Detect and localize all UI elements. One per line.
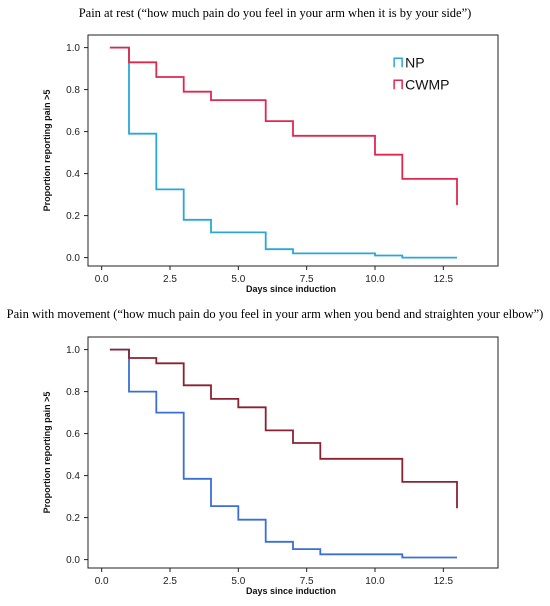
series-line-1	[109, 348, 457, 559]
x-tick-label: 12.5	[434, 576, 454, 587]
chart-2-pain-with-movement: 0.0 2.5 5.0 7.5 10.0 12.5 0.0 0.2 0.4 0.6 0.8 1.0 Da…	[42, 336, 499, 596]
plot-frame	[87, 34, 499, 267]
legend-swatch-np	[393, 57, 403, 68]
x-tick-label: 2.5	[163, 576, 177, 587]
y-tick-label: 0.0	[66, 555, 80, 566]
y-tick-label: 0.2	[66, 211, 80, 222]
x-tick-label: 10.0	[365, 576, 385, 587]
x-tick-label: 5.0	[231, 274, 245, 285]
x-tick-label: 2.5	[163, 274, 177, 285]
chart-1-caption: Pain at rest (“how much pain do you feel…	[78, 6, 472, 20]
series-line-2	[109, 348, 458, 509]
x-tick-label: 7.5	[300, 274, 314, 285]
y-tick-label: 0.8	[66, 85, 80, 96]
y-tick-label: 0.6	[66, 429, 80, 440]
series-line-cwmp	[109, 46, 458, 206]
y-tick-label: 0.8	[66, 387, 80, 398]
plot-frame	[87, 336, 499, 569]
chart-1-pain-at-rest: 0.0 2.5 5.0 7.5 10.0 12.5 0.0 0.2 0.4 0.6 0.8 1.0 Da…	[42, 34, 499, 294]
y-tick-label: 1.0	[66, 345, 80, 356]
legend-swatch-cwmp	[393, 79, 403, 90]
legend-label-np: NP	[405, 54, 424, 70]
x-tick-label: 0.0	[95, 576, 109, 587]
y-tick-label: 0.4	[66, 169, 80, 180]
series-line-np	[109, 46, 457, 259]
y-tick-label: 1.0	[66, 43, 80, 54]
x-tick-label: 5.0	[231, 576, 245, 587]
y-tick-label: 0.6	[66, 127, 80, 138]
x-tick-label: 7.5	[300, 576, 314, 587]
x-tick-label: 12.5	[434, 274, 454, 285]
y-tick-label: 0.2	[66, 513, 80, 524]
y-tick-label: 0.0	[66, 253, 80, 264]
chart-2-caption: Pain with movement (“how much pain do yo…	[6, 307, 544, 321]
y-axis-label: Proportion reporting pain >5	[42, 90, 52, 212]
y-tick-label: 0.4	[66, 471, 80, 482]
x-tick-label: 10.0	[365, 274, 385, 285]
y-axis-label: Proportion reporting pain >5	[42, 392, 52, 514]
x-axis-label: Days since induction	[246, 284, 336, 294]
x-tick-label: 0.0	[95, 274, 109, 285]
legend-label-cwmp: CWMP	[405, 76, 449, 92]
x-axis-label: Days since induction	[246, 586, 336, 596]
